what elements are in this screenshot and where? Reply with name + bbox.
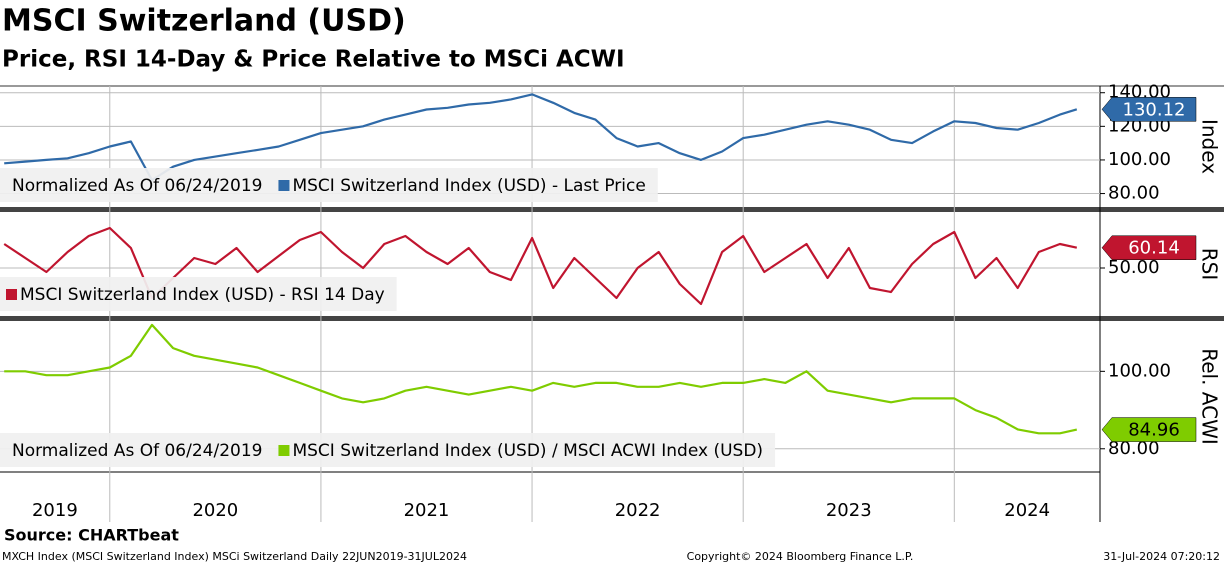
legend-swatch: [278, 445, 290, 456]
last-value-label: 60.14: [1128, 238, 1180, 259]
x-tick-label: 2022: [615, 500, 661, 521]
legend: MSCI Switzerland Index (USD) - RSI 14 Da…: [0, 277, 397, 311]
legend: Normalized As Of 06/24/2019 MSCI Switzerl…: [0, 168, 658, 202]
y-tick-label: 50.00: [1108, 257, 1160, 278]
legend-swatch: [278, 180, 290, 191]
source: Source: CHARTbeat: [4, 526, 179, 545]
chart-subtitle: Price, RSI 14-Day & Price Relative to MS…: [2, 47, 625, 73]
x-tick-label: 2019: [32, 500, 78, 521]
footer-center: Copyright© 2024 Bloomberg Finance L.P.: [687, 550, 914, 563]
chart-title: MSCI Switzerland (USD): [2, 4, 406, 39]
x-tick-label: 2023: [826, 500, 872, 521]
x-tick-label: 2021: [404, 500, 450, 521]
series-line: [3, 226, 1078, 306]
last-value-label: 130.12: [1123, 99, 1186, 120]
legend-background: [0, 277, 397, 311]
footer-right: 31-Jul-2024 07:20:12: [1103, 550, 1220, 563]
y-tick-label: 80.00: [1108, 183, 1160, 204]
y-tick-label: 80.00: [1108, 438, 1160, 459]
legend-background: [0, 433, 776, 467]
legend-entry: MSCI Switzerland Index (USD) / MSCI ACWI…: [292, 441, 763, 461]
legend-entry: MSCI Switzerland Index (USD) - Last Pric…: [292, 176, 645, 196]
y-axis-label: Rel. ACWI: [1198, 348, 1222, 445]
legend-note: Normalized As Of 06/24/2019: [12, 176, 262, 196]
last-value-label: 84.96: [1128, 420, 1180, 441]
panel-separator: [0, 316, 1224, 321]
y-axis-label: RSI: [1198, 248, 1222, 281]
last-value-box: [1101, 235, 1197, 260]
series-line: [4, 93, 1078, 182]
y-tick-label: 100.00: [1108, 360, 1171, 381]
x-tick-label: 2020: [192, 500, 238, 521]
y-axis-label: Index: [1198, 119, 1222, 174]
last-value-box: [1101, 97, 1197, 122]
panel-separator: [0, 207, 1224, 212]
legend: Normalized As Of 06/24/2019 MSCI Switzerl…: [0, 433, 776, 467]
footer-left: MXCH Index (MSCI Switzerland Index) MSCi…: [2, 550, 467, 563]
y-tick-label: 100.00: [1108, 149, 1171, 170]
x-tick-label: 2024: [1004, 500, 1050, 521]
last-value-box: [1101, 417, 1197, 442]
legend-entry: MSCI Switzerland Index (USD) - RSI 14 Da…: [20, 285, 385, 305]
legend-swatch: [6, 289, 17, 300]
legend-note: Normalized As Of 06/24/2019: [12, 441, 262, 461]
series-line: [4, 323, 1078, 435]
legend-background: [0, 168, 658, 202]
